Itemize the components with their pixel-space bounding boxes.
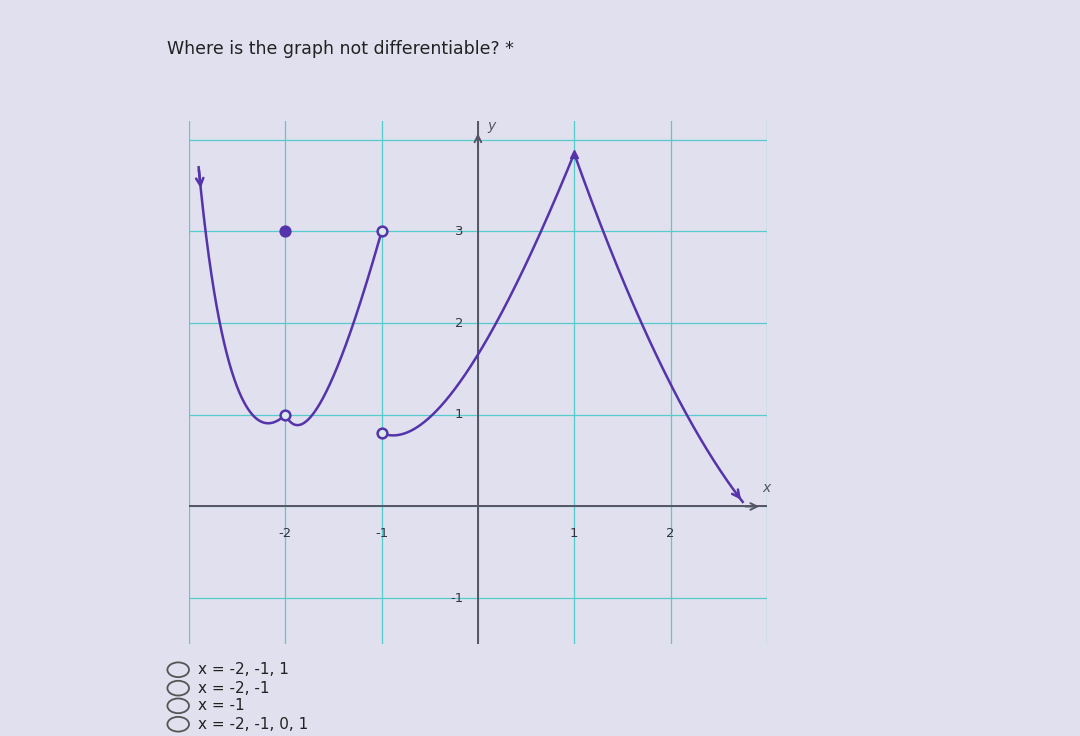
Text: -1: -1 [375, 527, 388, 539]
Text: x = -2, -1, 0, 1: x = -2, -1, 0, 1 [198, 717, 308, 732]
Text: 3: 3 [455, 225, 463, 238]
Text: 2: 2 [666, 527, 675, 539]
Text: x = -1: x = -1 [198, 698, 244, 713]
Text: x: x [762, 481, 771, 495]
Text: x = -2, -1: x = -2, -1 [198, 681, 269, 696]
Text: 1: 1 [570, 527, 579, 539]
Text: 2: 2 [455, 316, 463, 330]
Text: -2: -2 [279, 527, 292, 539]
Text: y: y [487, 119, 496, 133]
Text: 1: 1 [455, 408, 463, 421]
Text: -1: -1 [450, 592, 463, 605]
Text: Where is the graph not differentiable? *: Where is the graph not differentiable? * [167, 40, 514, 58]
Text: x = -2, -1, 1: x = -2, -1, 1 [198, 662, 288, 677]
